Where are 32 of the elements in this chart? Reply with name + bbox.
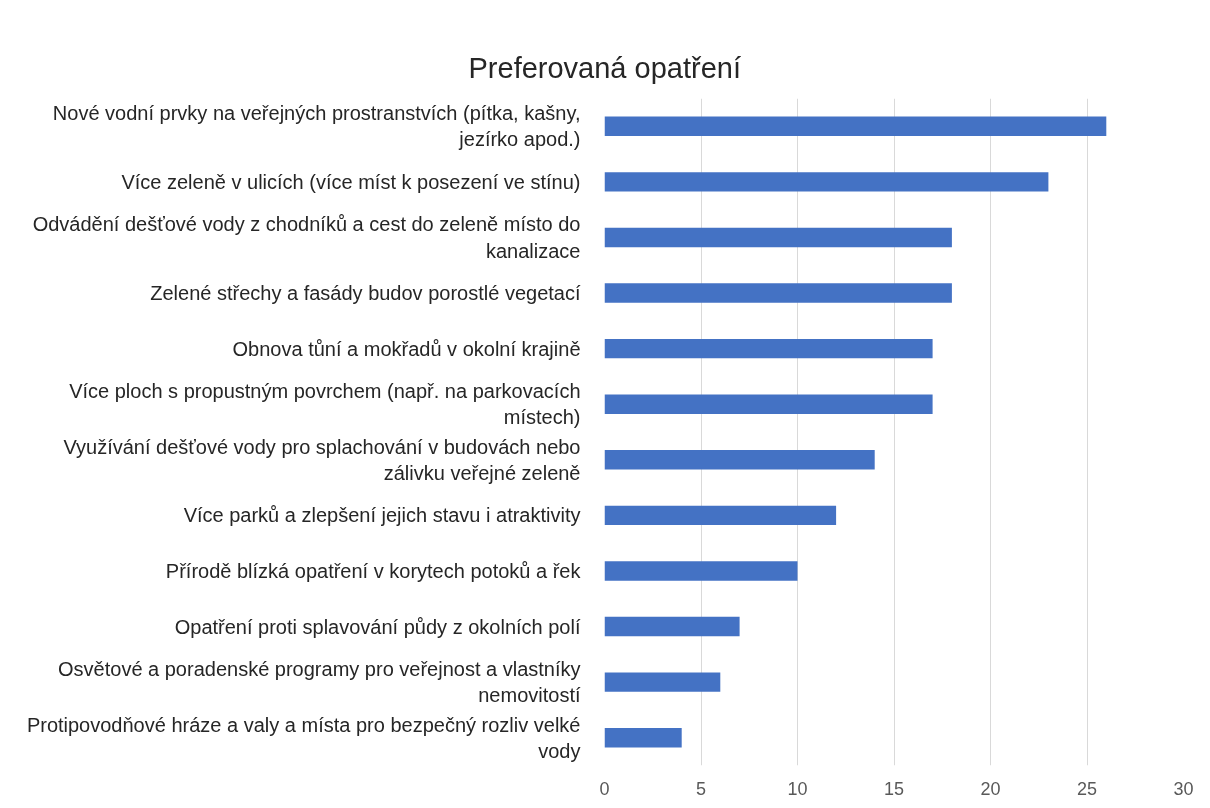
y-tick-label: Obnova tůní a mokřadů v okolní krajině (232, 337, 581, 360)
bar (604, 561, 798, 581)
y-tick-label: Osvětové a poradenské programy pro veřejnost a vlastníky nemovitostí (58, 657, 581, 707)
y-tick-label: Více parků a zlepšení jejich stavu i atraktivity (183, 504, 581, 527)
bar (604, 727, 682, 748)
bar (604, 172, 1049, 192)
y-tick-label: Odvádění dešťové vody z chodníků a cest do zeleně místo do kanalizace (32, 213, 581, 262)
bar (604, 227, 952, 248)
x-tick-label: 25 (1076, 778, 1098, 799)
y-tick-label: Využívání dešťové vody pro splachování v budovách nebo zálivku veřejné zeleně (63, 435, 581, 484)
x-tick-label: 0 (599, 778, 610, 799)
y-tick-label: Přírodě blízká opatření v korytech potoků a řek (165, 559, 582, 582)
y-tick-label: Zelené střechy a fasády budov porostlé vegetací (150, 282, 581, 305)
y-tick-label: Nové vodní prvky na veřejných prostranstvích (pítka, kašny, jezírko apod.) (52, 102, 581, 151)
bar (604, 616, 740, 637)
bar (604, 338, 933, 359)
x-tick-label: 30 (1173, 778, 1194, 799)
x-tick-label: 5 (695, 778, 707, 799)
bar (604, 672, 721, 692)
y-tick-label: Více ploch s propustným povrchem (např. na parkovacích místech) (69, 380, 581, 429)
bar (604, 505, 837, 526)
x-tick-label: 10 (787, 778, 808, 799)
bar (604, 450, 875, 470)
y-tick-label: Více zeleně v ulicích (více míst k posezení ve stínu) (121, 170, 581, 193)
chart-title: Preferovaná opatření (468, 51, 741, 84)
x-tick-label: 20 (980, 778, 1001, 799)
y-tick-label: Protipovodňové hráze a valy a místa pro bezpečný rozliv velké vody (26, 713, 581, 762)
bar (604, 283, 952, 303)
bar (604, 116, 1107, 137)
x-tick-label: 15 (883, 778, 905, 799)
y-tick-label: Opatření proti splavování půdy z okolních polí (174, 615, 581, 638)
bar (604, 394, 933, 414)
